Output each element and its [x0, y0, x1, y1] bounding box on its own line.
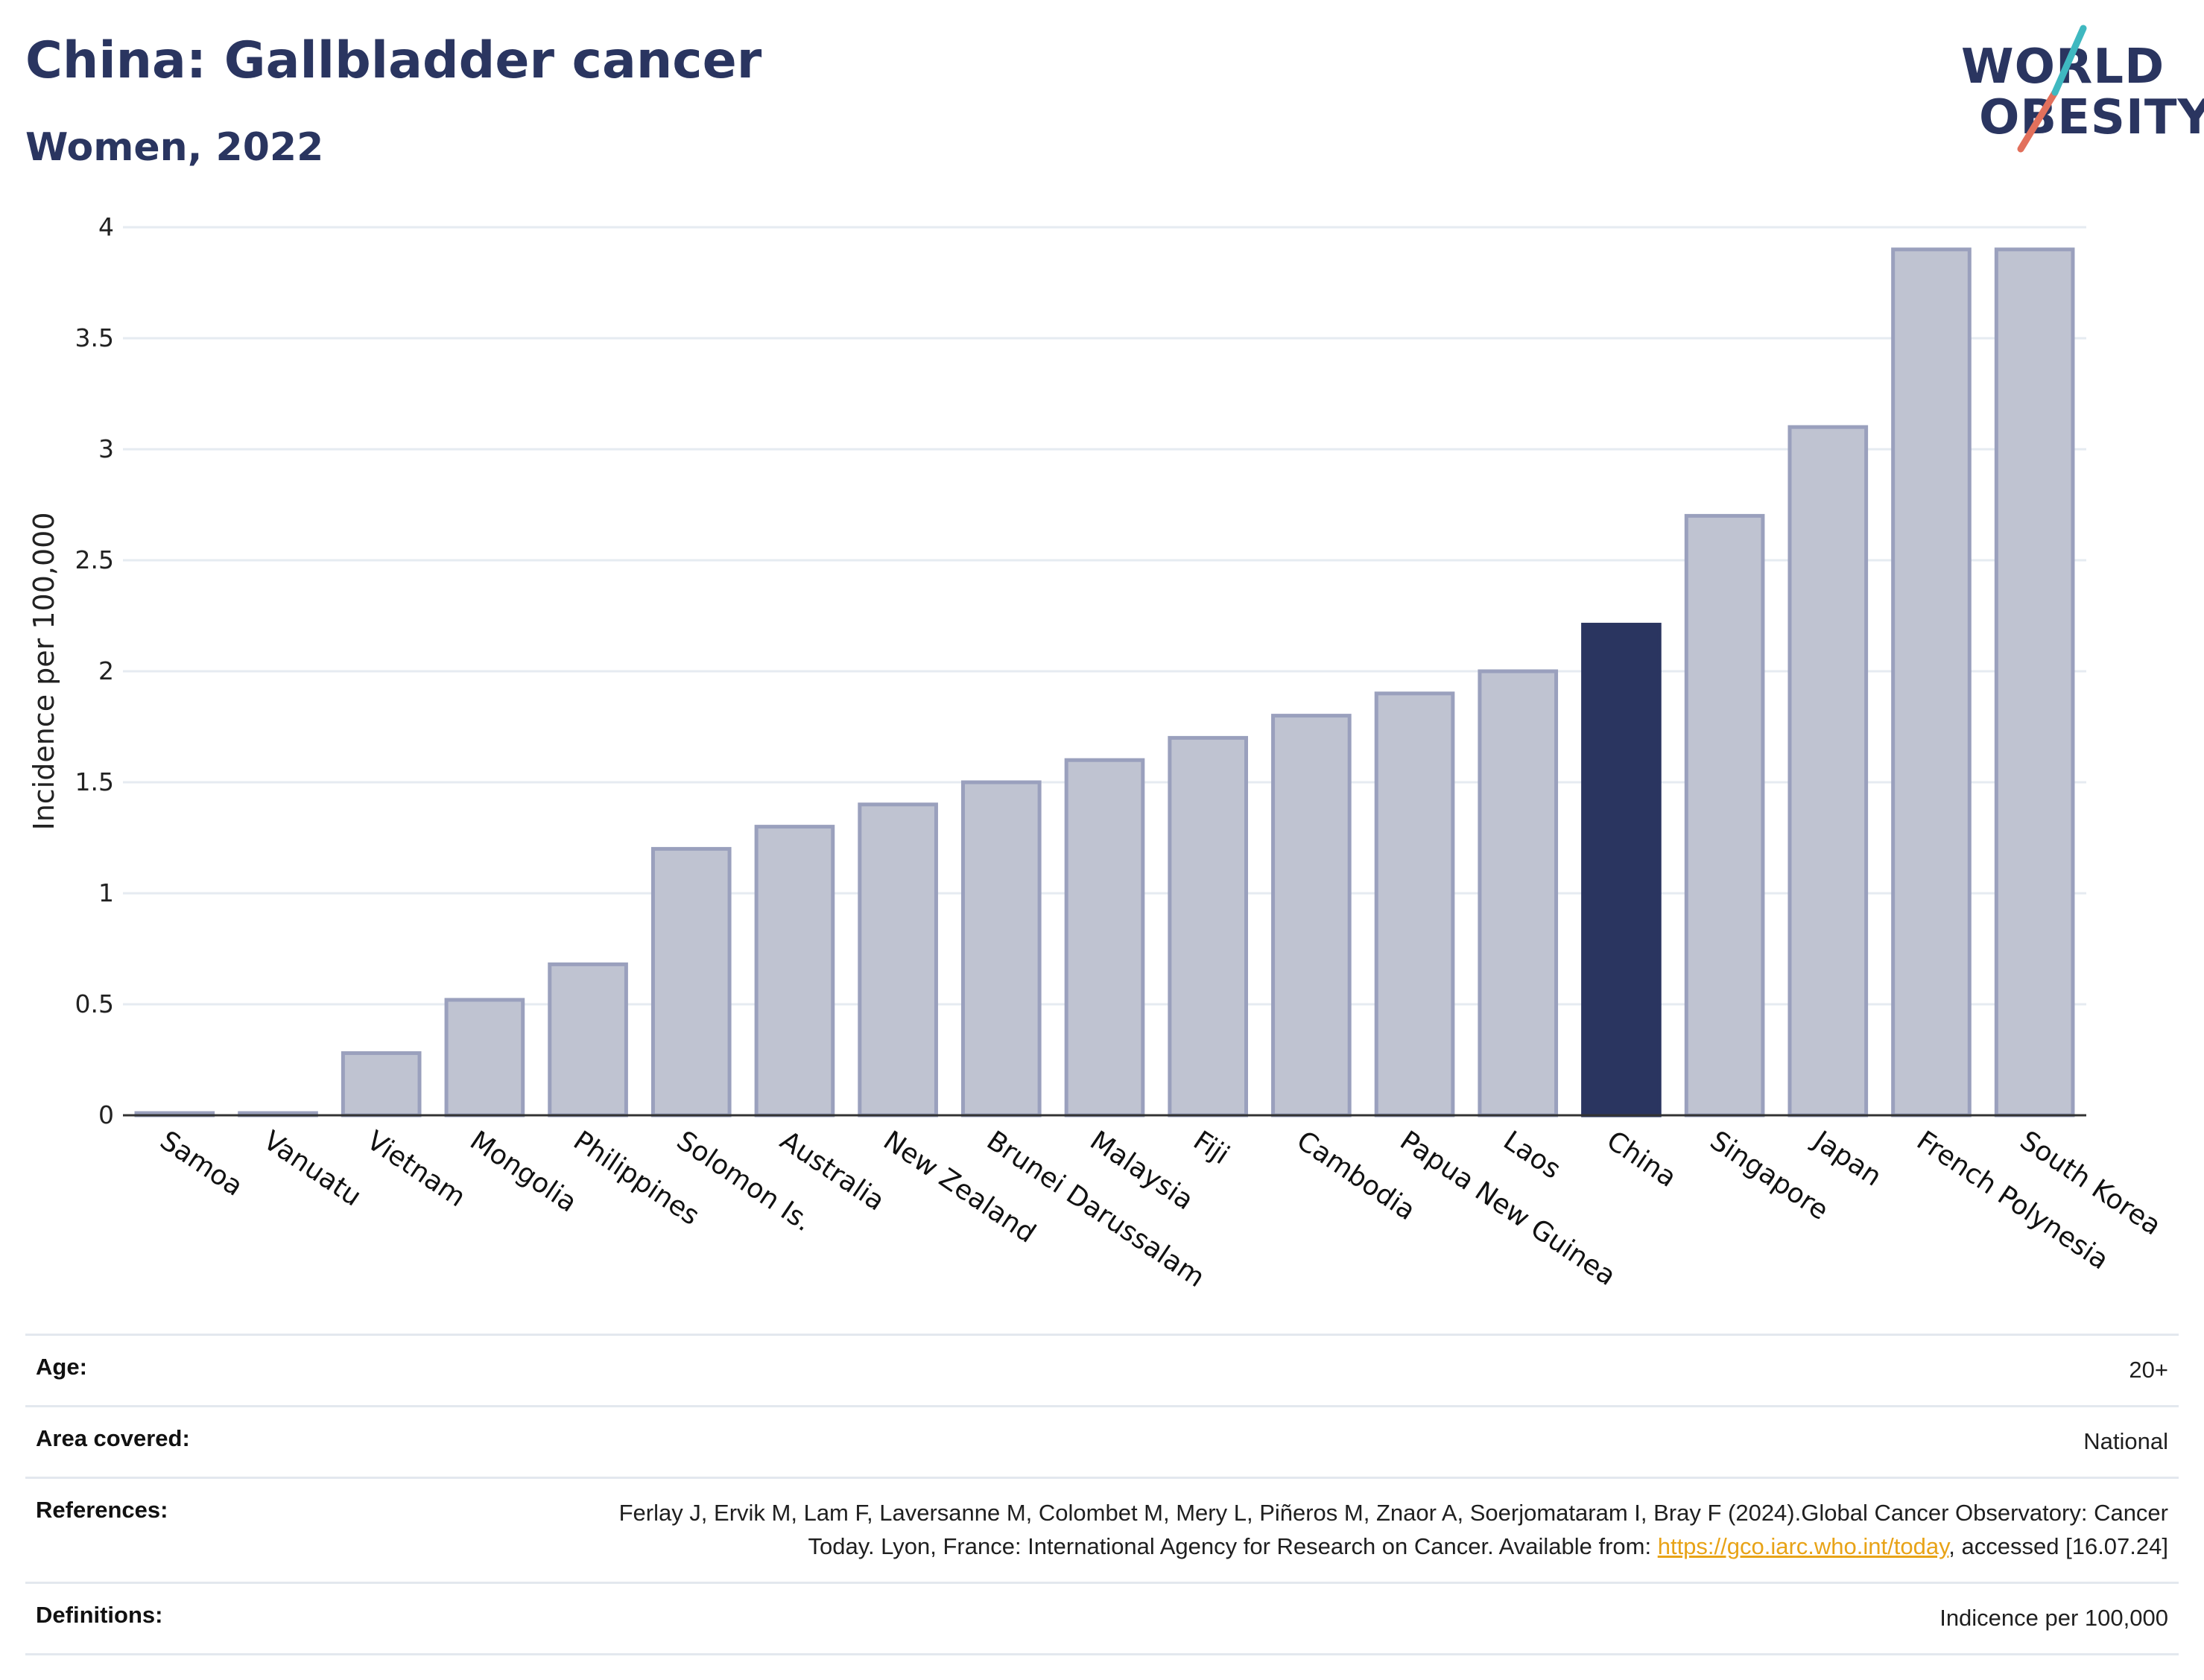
y-tick-label: 3	[98, 434, 114, 463]
y-tick-label: 1	[98, 878, 114, 907]
x-tick-label: Japan	[1807, 1124, 1887, 1192]
metadata-table: Age: 20+ Area covered: National Referenc…	[25, 1334, 2179, 1655]
y-tick-label: 0	[98, 1100, 114, 1129]
references-link[interactable]: https://gco.iarc.who.int/today	[1657, 1532, 1949, 1559]
y-tick-label: 2.5	[75, 545, 114, 574]
bar	[1787, 425, 1869, 1118]
bar-highlight	[1581, 622, 1662, 1118]
y-tick-label: 1.5	[75, 767, 114, 796]
area-label: Area covered:	[36, 1424, 190, 1451]
meta-row-definitions: Definitions: Indicence per 100,000	[25, 1581, 2179, 1655]
bar	[444, 998, 525, 1118]
y-tick-label: 2	[98, 656, 114, 685]
bar	[1064, 758, 1145, 1118]
y-tick-label: 3.5	[75, 323, 114, 352]
y-axis-label: Incidence per 100,000	[28, 512, 60, 830]
meta-row-age: Age: 20+	[25, 1334, 2179, 1405]
chart-subtitle: Women, 2022	[25, 125, 324, 170]
x-tick-label: China	[1601, 1125, 1682, 1194]
x-tick-label: Mongolia	[464, 1125, 582, 1218]
meta-row-references: References: Ferlay J, Ervik M, Lam F, La…	[25, 1476, 2179, 1582]
y-tick-label: 4	[98, 212, 114, 241]
age-label: Age:	[36, 1354, 87, 1380]
x-tick-label: French Polynesia	[1911, 1125, 2114, 1275]
bar	[1271, 714, 1352, 1118]
definitions-value: Indicence per 100,000	[1939, 1604, 2168, 1631]
bar	[1684, 513, 1765, 1118]
x-tick-label: Vietnam	[361, 1125, 471, 1213]
area-value: National	[2083, 1427, 2168, 1454]
bar	[341, 1051, 422, 1118]
meta-row-area: Area covered: National	[25, 1404, 2179, 1477]
bar	[754, 825, 835, 1118]
bar	[1994, 247, 2075, 1118]
references-label: References:	[36, 1496, 168, 1523]
age-value: 20+	[2129, 1357, 2168, 1383]
definitions-label: Definitions:	[36, 1601, 163, 1628]
logo-slash-icon	[2017, 25, 2087, 153]
references-value: Ferlay J, Ervik M, Lam F, Laversanne M, …	[566, 1497, 2168, 1564]
logo-text-obesity: OBESITY	[1979, 90, 2204, 145]
references-text: Ferlay J, Ervik M, Lam F, Laversanne M, …	[618, 1499, 2168, 1559]
bar	[1891, 247, 1972, 1118]
bar	[1478, 669, 1559, 1118]
bar	[1374, 691, 1455, 1118]
bar	[961, 780, 1042, 1118]
x-tick-label: Samoa	[154, 1125, 248, 1202]
x-tick-label: Fiji	[1188, 1125, 1235, 1170]
x-tick-label: Laos	[1498, 1125, 1566, 1185]
x-tick-label: Vanuatu	[258, 1125, 367, 1212]
references-accessed: , accessed [16.07.24]	[1948, 1532, 2168, 1559]
world-obesity-logo: WORLD OBESITY	[1952, 22, 2204, 156]
y-tick-label: 0.5	[75, 989, 114, 1018]
bar-chart: 0 0.5 1 1.5 2 2.5 3 3.5 4 Incidence per 100,000 Sa…	[28, 212, 2166, 1293]
bar	[548, 962, 628, 1118]
bar	[650, 846, 732, 1118]
chart-title: China: Gallbladder cancer	[25, 31, 762, 90]
bar	[858, 802, 938, 1118]
bar	[1168, 735, 1248, 1118]
